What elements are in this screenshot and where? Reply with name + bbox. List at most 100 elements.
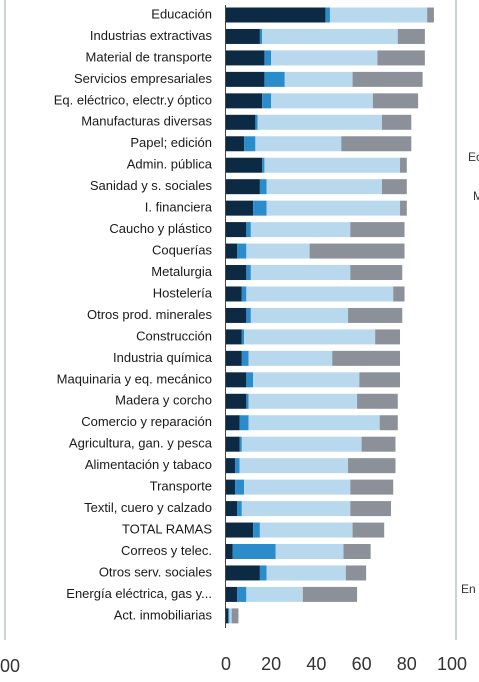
bar-segment (246, 286, 394, 302)
x-tick-label: 100 (437, 654, 467, 674)
x-tick-label: 40 (306, 654, 326, 674)
bar-segment (381, 114, 412, 130)
bar-segment (332, 350, 401, 366)
bar-segment (226, 157, 263, 173)
bar-segment (237, 586, 247, 602)
bar-segment (237, 243, 247, 259)
category-label: Material de transporte (86, 49, 212, 64)
bar-segment (241, 501, 351, 517)
bar-segment (275, 544, 344, 559)
bar-segment (264, 50, 272, 66)
bar-segment (325, 7, 330, 23)
category-label: Educación (151, 6, 212, 21)
bar-segment (352, 71, 423, 87)
bar-segment (235, 458, 240, 474)
bar-segment (248, 350, 333, 366)
category-label: Manufacturas diversas (81, 114, 212, 129)
x-tick-label: 80 (397, 654, 417, 674)
fragment: 00 (0, 656, 20, 676)
bar-segment (241, 350, 249, 366)
bar-segment (246, 372, 254, 388)
bar-segment (250, 265, 351, 281)
category-label: Madera y corcho (115, 393, 212, 408)
bar-segment (237, 501, 242, 517)
bar-segment (239, 415, 249, 431)
bar-segment (226, 50, 265, 66)
bar-segment (397, 28, 425, 44)
category-label: Caucho y plástico (109, 221, 212, 236)
bar-segment (226, 393, 247, 409)
bar-segment (226, 565, 260, 581)
bar-segment (259, 565, 267, 581)
bar-segment (350, 222, 405, 238)
bar-segment (255, 114, 258, 130)
category-label: Servicios empresariales (74, 71, 212, 86)
category-label: Transporte (150, 479, 212, 494)
category-label: Sanidad y s. sociales (90, 178, 213, 193)
bar-segment (232, 544, 276, 559)
bar-segment (266, 179, 382, 195)
bar-segment (377, 50, 425, 66)
bar-segment (228, 608, 230, 624)
bar-segment (241, 286, 247, 302)
bar-segment (226, 350, 242, 366)
bar-segment (357, 393, 398, 409)
bar-segment (226, 436, 240, 452)
bar-segment (259, 179, 267, 195)
category-label: Otros serv. sociales (99, 564, 213, 579)
x-tick-label: 0 (221, 654, 231, 674)
bar-segment (379, 415, 398, 431)
bar-segment (350, 265, 403, 281)
category-label: Maquinaria y eq. mecánico (57, 371, 212, 386)
bar-segment (226, 71, 265, 87)
bar-segment (266, 565, 346, 581)
category-label: Coquerías (152, 242, 212, 257)
category-label: Energía eléctrica, gas y... (66, 586, 212, 601)
bar-segment (262, 93, 272, 109)
bar-segment (235, 479, 245, 495)
bar-segment (226, 28, 260, 44)
bar-segment (241, 436, 362, 452)
bar-segment (253, 522, 260, 538)
bar-segment (253, 200, 267, 216)
bar-segment (226, 222, 247, 238)
bar-segment (271, 93, 373, 109)
category-label: Industria química (113, 350, 213, 365)
bar-segment (302, 586, 358, 602)
bar-segment (244, 329, 376, 345)
bar-segment (262, 28, 398, 44)
bar-segment (350, 479, 394, 495)
bar-segment (226, 7, 326, 23)
bar-segment (226, 479, 236, 495)
bar-segment (226, 522, 254, 538)
bar-segment (259, 522, 353, 538)
bar-segment (359, 372, 401, 388)
bar-segment (246, 307, 251, 323)
category-label: Construcción (136, 328, 212, 343)
bar-segment (226, 544, 233, 559)
bar-segment (229, 608, 232, 624)
bar-segment (400, 157, 407, 173)
x-tick-label: 20 (261, 654, 281, 674)
bar-segment (264, 71, 285, 87)
bar-segment (284, 71, 353, 87)
bar-segment (244, 479, 351, 495)
category-label: Admin. pública (127, 157, 213, 172)
bar-segment (246, 243, 310, 259)
category-label: Correos y telec. (121, 543, 212, 558)
bar-segment (329, 7, 428, 23)
bar-segment (226, 307, 247, 323)
category-label: Textil, cuero y calzado (84, 500, 212, 515)
category-label: Papel; edición (130, 135, 212, 150)
bar-segment (226, 93, 263, 109)
bar-segment (226, 415, 240, 431)
bar-segment (239, 436, 242, 452)
bar-segment (348, 307, 403, 323)
bar-segment (381, 179, 407, 195)
category-label: I. financiera (145, 200, 213, 215)
bar-segment (226, 586, 238, 602)
bar-segment (427, 7, 434, 23)
category-label: Comercio y reparación (81, 414, 212, 429)
category-label: Alimentación y tabaco (85, 457, 212, 472)
